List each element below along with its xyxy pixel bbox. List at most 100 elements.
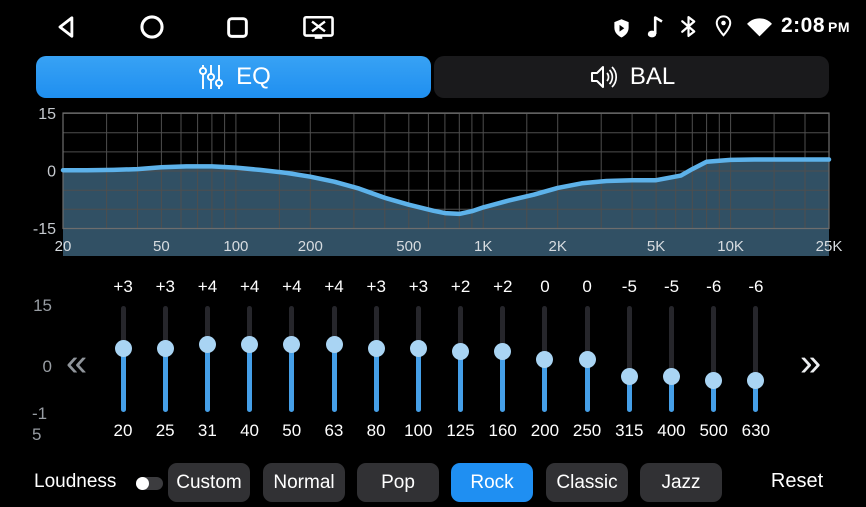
- eq-band-column: +4 31: [186, 277, 228, 443]
- band-slider-fill: [331, 344, 337, 412]
- band-slider-thumb[interactable]: [536, 350, 554, 368]
- screenshot-button[interactable]: [300, 13, 336, 41]
- band-frequency-label: 40: [240, 421, 260, 440]
- band-slider[interactable]: [705, 306, 723, 412]
- band-slider-thumb[interactable]: [367, 339, 385, 357]
- graph-x-tick: 1K: [474, 238, 492, 255]
- band-gain-label: +2: [450, 277, 471, 296]
- graph-y-tick: 0: [47, 164, 56, 181]
- recents-icon: [226, 16, 248, 38]
- band-frequency-label: 31: [197, 421, 217, 440]
- graph-x-tick: 200: [298, 238, 323, 255]
- graph-x-tick: 5K: [647, 238, 665, 255]
- home-button[interactable]: [137, 13, 167, 41]
- back-button[interactable]: [52, 13, 82, 41]
- band-slider-fill: [542, 359, 548, 412]
- band-slider-thumb[interactable]: [114, 339, 132, 357]
- slider-scale-min: -15: [32, 404, 48, 444]
- tab-eq[interactable]: EQ: [36, 56, 431, 98]
- preset-custom-button[interactable]: Custom: [168, 463, 250, 502]
- band-frequency-label: 20: [113, 421, 133, 440]
- bluetooth-icon: [681, 15, 696, 38]
- wifi-icon: [747, 18, 772, 37]
- preset-pop-button[interactable]: Pop: [357, 463, 439, 502]
- eq-band-column: +3 25: [144, 277, 186, 443]
- band-slider-thumb[interactable]: [620, 368, 638, 386]
- screenshot-icon: [302, 15, 334, 39]
- band-slider[interactable]: [325, 306, 343, 412]
- graph-y-tick: -15: [33, 221, 56, 238]
- band-slider-thumb[interactable]: [705, 371, 723, 389]
- band-slider[interactable]: [663, 306, 681, 412]
- band-slider-fill: [584, 359, 590, 412]
- preset-rock-button[interactable]: Rock: [451, 463, 533, 502]
- band-slider-fill: [247, 344, 253, 412]
- band-gain-label: -5: [663, 277, 680, 296]
- band-slider-thumb[interactable]: [494, 343, 512, 361]
- band-slider-fill: [669, 376, 675, 412]
- band-frequency-label: 250: [572, 421, 602, 440]
- graph-y-tick: 15: [38, 106, 56, 123]
- band-gain-label: +4: [282, 277, 302, 296]
- graph-x-tick: 50: [153, 238, 170, 255]
- preset-normal-button[interactable]: Normal: [263, 463, 345, 502]
- band-gain-label: 0: [582, 277, 592, 296]
- eq-band-column: -6 630: [735, 277, 777, 443]
- band-slider[interactable]: [452, 306, 470, 412]
- band-slider-fill: [415, 348, 421, 412]
- band-slider[interactable]: [283, 306, 301, 412]
- shield-icon: [614, 19, 629, 38]
- tab-bal[interactable]: BAL: [434, 56, 829, 98]
- recents-button[interactable]: [222, 13, 252, 41]
- band-slider-thumb[interactable]: [409, 339, 427, 357]
- band-slider-thumb[interactable]: [241, 336, 259, 354]
- reset-button[interactable]: Reset: [770, 470, 824, 492]
- preset-jazz-button[interactable]: Jazz: [640, 463, 722, 502]
- band-gain-label: +3: [366, 277, 386, 296]
- next-bands-button[interactable]: »: [800, 342, 822, 384]
- back-icon: [58, 16, 74, 38]
- band-slider[interactable]: [409, 306, 427, 412]
- clock-time: 2:08: [781, 14, 826, 37]
- band-frequency-label: 630: [741, 421, 770, 440]
- graph-x-tick: 500: [396, 238, 421, 255]
- band-slider-fill: [373, 348, 379, 412]
- clock: 2:08 PM: [781, 14, 850, 38]
- band-slider[interactable]: [156, 306, 174, 412]
- band-slider[interactable]: [114, 306, 132, 412]
- band-slider-thumb[interactable]: [663, 368, 681, 386]
- band-slider[interactable]: [494, 306, 512, 412]
- band-slider-thumb[interactable]: [156, 339, 174, 357]
- prev-bands-button[interactable]: «: [66, 342, 88, 384]
- band-slider-fill: [711, 380, 717, 412]
- preset-classic-button[interactable]: Classic: [546, 463, 628, 502]
- band-slider[interactable]: [620, 306, 638, 412]
- band-slider-fill: [458, 351, 464, 412]
- band-slider-thumb[interactable]: [747, 371, 765, 389]
- band-slider[interactable]: [747, 306, 765, 412]
- band-frequency-label: 500: [699, 421, 728, 440]
- band-slider-fill: [204, 344, 210, 412]
- eq-band-column: +4 40: [229, 277, 271, 443]
- band-frequency-label: 100: [404, 421, 433, 440]
- band-sliders: +3 20 +3 25 +4 31 +4 40 +4 50 +4 63 +3 80 +3 100 +2 125 +2…: [102, 277, 778, 443]
- band-slider-fill: [626, 376, 632, 412]
- band-slider[interactable]: [578, 306, 596, 412]
- band-slider-thumb[interactable]: [198, 336, 216, 354]
- band-slider-thumb[interactable]: [452, 343, 470, 361]
- loudness-toggle-knob: [136, 477, 149, 490]
- band-gain-label: 0: [540, 277, 550, 296]
- eq-band-column: 0 250: [566, 277, 608, 443]
- band-slider[interactable]: [536, 306, 554, 412]
- band-slider-thumb[interactable]: [578, 350, 596, 368]
- loudness-toggle[interactable]: [136, 477, 163, 490]
- band-slider-thumb[interactable]: [325, 336, 343, 354]
- band-slider-thumb[interactable]: [283, 336, 301, 354]
- tab-eq-label: EQ: [236, 63, 271, 90]
- band-slider[interactable]: [198, 306, 216, 412]
- band-slider[interactable]: [241, 306, 259, 412]
- equalizer-sliders-icon: [199, 65, 224, 89]
- graph-x-tick: 2K: [549, 238, 567, 255]
- band-slider[interactable]: [367, 306, 385, 412]
